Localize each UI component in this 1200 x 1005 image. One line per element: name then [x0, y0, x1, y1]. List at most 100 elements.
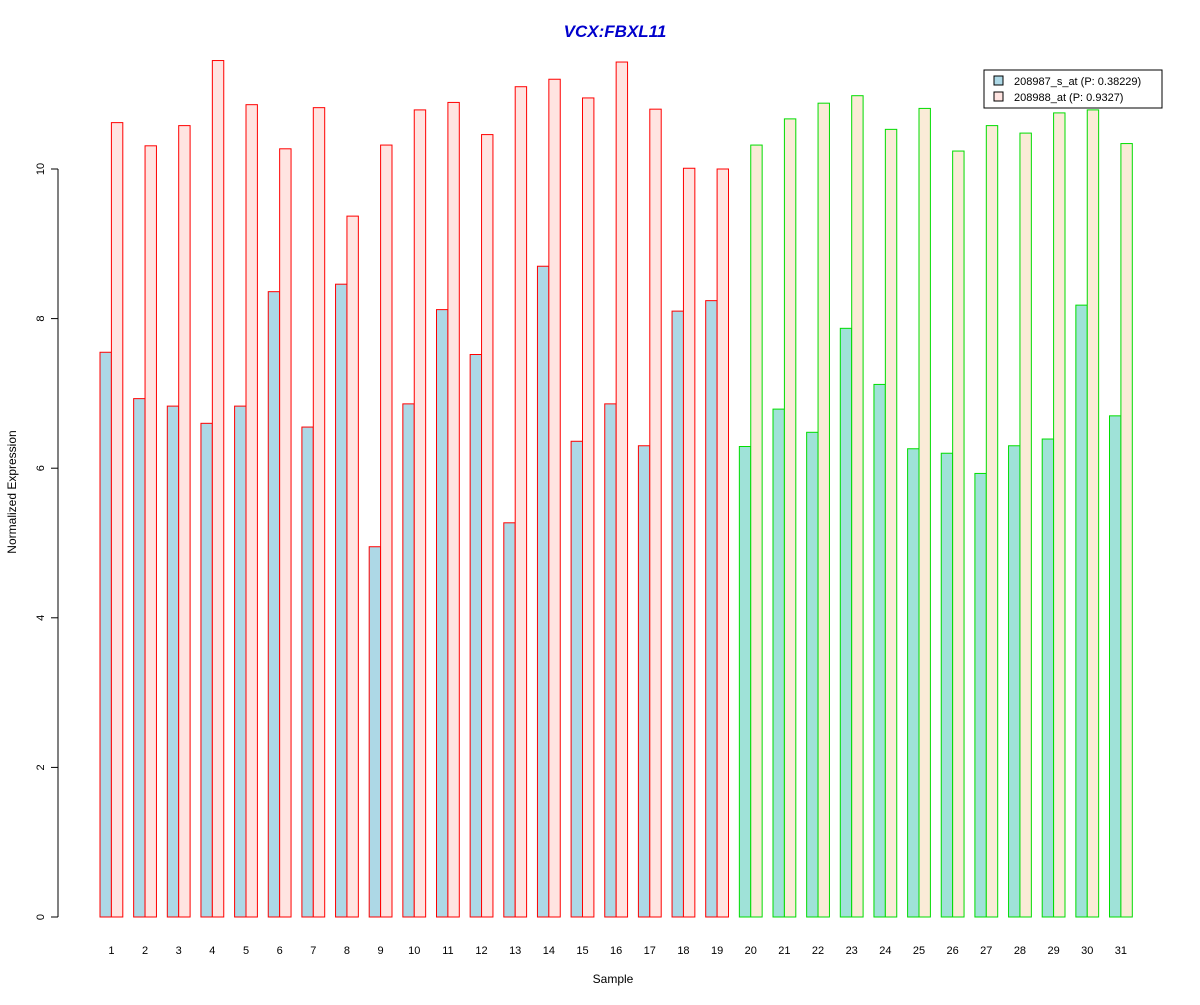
- bar-series-2-sample-8: [346, 215, 359, 918]
- x-tick-label: 19: [711, 945, 723, 957]
- bar-series-1-sample-6: [267, 291, 281, 918]
- bar-series-2-sample-11: [447, 101, 460, 918]
- bar-series-2-sample-3: [178, 125, 191, 918]
- x-tick-label: 30: [1081, 945, 1093, 957]
- x-tick-label: 8: [344, 945, 350, 957]
- x-tick-label: 11: [442, 945, 453, 957]
- bar-series-2-sample-12: [481, 134, 494, 918]
- x-tick-label: 9: [378, 945, 384, 957]
- bar-series-1-sample-13: [503, 522, 516, 918]
- y-tick-label: 2: [35, 764, 47, 770]
- bar-series-2-sample-2: [144, 145, 157, 918]
- bar-series-2-sample-1: [110, 122, 124, 918]
- bar-series-1-sample-14: [536, 265, 550, 918]
- chart-title: VCX:FBXL11: [564, 22, 667, 41]
- x-tick-label: 13: [509, 945, 521, 957]
- bar-series-1-sample-25: [907, 448, 920, 918]
- x-tick-label: 15: [576, 945, 588, 957]
- bar-series-2-sample-6: [279, 148, 292, 918]
- x-tick-label: 20: [745, 945, 757, 957]
- bar-series-1-sample-27: [974, 472, 987, 918]
- bar-series-1-sample-17: [637, 445, 651, 918]
- x-tick-label: 29: [1047, 945, 1059, 957]
- bar-series-1-sample-28: [1008, 445, 1021, 918]
- bar-series-1-sample-4: [200, 422, 213, 918]
- bar-series-2-sample-9: [380, 144, 393, 918]
- bar-series-1-sample-16: [604, 403, 617, 918]
- y-axis: 0 2 4 6 8 10: [35, 163, 59, 920]
- x-tick-label: 18: [677, 945, 689, 957]
- bar-series-2-sample-15: [582, 97, 595, 918]
- bar-series-2-sample-29: [1053, 112, 1066, 918]
- bar-series-1-sample-7: [301, 426, 314, 918]
- y-tick-label: 8: [35, 316, 47, 322]
- bar-series-2-sample-23: [851, 95, 864, 918]
- bar-series-1-sample-12: [469, 354, 483, 918]
- bar-series-2-sample-17: [649, 108, 662, 918]
- x-tick-label: 24: [879, 945, 891, 957]
- legend: 208987_s_at (P: 0.38229) 208988_at (P: 0…: [983, 69, 1163, 109]
- bar-series-2-sample-20: [750, 144, 763, 918]
- bar-series-2-sample-30: [1086, 109, 1100, 918]
- legend-entry-series-2: 208988_at (P: 0.9327): [1014, 92, 1123, 104]
- bar-series-2-sample-28: [1019, 132, 1032, 918]
- bar-series-1-sample-23: [839, 327, 853, 918]
- bar-series-2-sample-19: [716, 168, 729, 918]
- bar-series-1-sample-2: [133, 398, 146, 918]
- bar-series-2-sample-22: [817, 102, 830, 918]
- bar-series-1-sample-11: [436, 309, 449, 918]
- x-tick-labels: 1 2 3 4 5 6 7 8 9 10 11 12 13 14 15 16 17 18 19 20 21 22 23 24 2…: [108, 945, 1127, 957]
- x-tick-label: 21: [778, 945, 790, 957]
- x-tick-label: 16: [610, 945, 622, 957]
- y-tick-label: 4: [35, 615, 47, 621]
- legend-swatch-series-2: [993, 91, 1004, 102]
- x-tick-label: 14: [543, 945, 555, 957]
- x-tick-label: 31: [1115, 945, 1127, 957]
- x-tick-label: 5: [243, 945, 249, 957]
- y-tick-label: 6: [35, 465, 47, 471]
- bar-series-1-sample-22: [806, 431, 819, 918]
- legend-entry-series-1: 208987_s_at (P: 0.38229): [1014, 76, 1141, 88]
- x-tick-label: 22: [812, 945, 824, 957]
- bar-series-1-sample-18: [671, 310, 684, 918]
- bar-series-2-sample-24: [884, 128, 898, 918]
- bar-series-1-sample-8: [335, 283, 348, 918]
- x-tick-label: 2: [142, 945, 148, 957]
- bar-series-1-sample-26: [940, 452, 954, 918]
- y-tick-label: 10: [35, 163, 47, 175]
- bar-series-1-sample-30: [1075, 304, 1088, 918]
- y-axis-label: Normalized Expression: [5, 430, 19, 553]
- bar-series-1-sample-24: [873, 383, 886, 918]
- bar-series-2-sample-31: [1120, 143, 1133, 918]
- bar-series-2-sample-16: [615, 61, 629, 918]
- bar-series-2-sample-5: [245, 104, 258, 918]
- x-tick-label: 12: [475, 945, 487, 957]
- bar-series-1-sample-21: [772, 408, 785, 918]
- x-tick-label: 26: [947, 945, 959, 957]
- bar-series-2-sample-26: [952, 150, 965, 918]
- x-tick-label: 10: [408, 945, 420, 957]
- bar-series-2-sample-27: [985, 125, 999, 918]
- x-tick-label: 1: [108, 945, 114, 957]
- x-tick-label: 4: [209, 945, 215, 957]
- bar-series-1-sample-10: [402, 403, 415, 918]
- bar-series-2-sample-13: [514, 86, 528, 918]
- bar-series-2-sample-4: [211, 60, 225, 918]
- x-tick-label: 3: [176, 945, 182, 957]
- x-axis-label: Sample: [593, 972, 634, 986]
- x-tick-label: 7: [310, 945, 316, 957]
- legend-box: [983, 69, 1163, 109]
- bar-series-2-sample-21: [783, 118, 797, 918]
- legend-swatch-series-1: [993, 75, 1004, 86]
- x-tick-label: 28: [1014, 945, 1026, 957]
- x-tick-label: 27: [980, 945, 992, 957]
- bar-series-2-sample-25: [918, 107, 931, 918]
- bar-series-2-sample-7: [312, 107, 326, 918]
- bars: [99, 60, 1133, 918]
- bar-series-1-sample-20: [738, 446, 752, 918]
- bar-series-2-sample-10: [413, 109, 427, 918]
- bar-series-1-sample-29: [1041, 438, 1055, 918]
- bar-series-1-sample-5: [234, 405, 247, 918]
